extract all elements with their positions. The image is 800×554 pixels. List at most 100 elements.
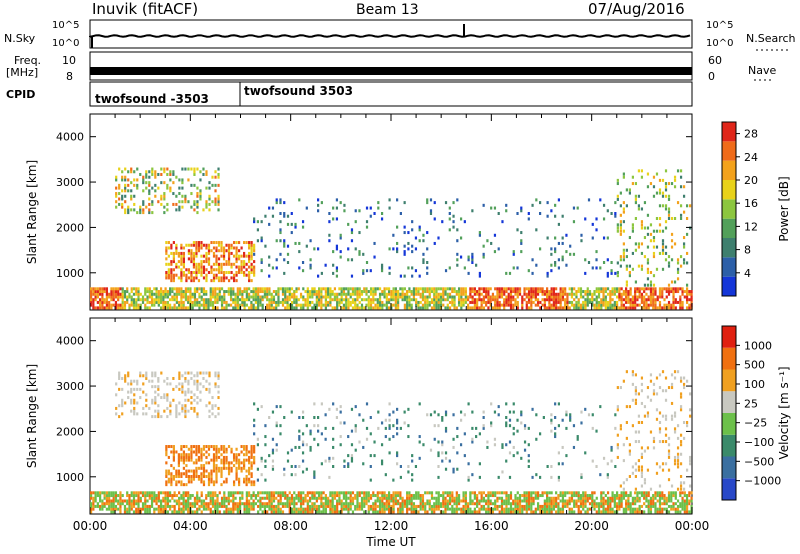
echo-cell: [96, 300, 99, 304]
echo-cell: [250, 262, 253, 266]
echo-cell: [187, 387, 190, 391]
echo-cell: [245, 504, 248, 508]
echo-cell: [676, 300, 680, 304]
echo-cell: [473, 510, 476, 514]
echo-cell: [649, 239, 653, 243]
echo-cell: [611, 287, 614, 291]
echo-cell: [182, 273, 186, 277]
echo-cell: [351, 496, 355, 500]
echo-cell: [264, 459, 267, 463]
echo-cell: [148, 292, 151, 296]
echo-cell: [591, 298, 594, 302]
echo-cell: [600, 303, 603, 307]
echo-cell: [170, 246, 173, 250]
echo-cell: [421, 295, 425, 299]
echo-cell: [655, 172, 659, 176]
echo-cell: [235, 273, 238, 277]
echo-cell: [207, 480, 211, 484]
echo-cell: [318, 292, 321, 296]
echo-cell: [225, 480, 228, 484]
echo-cell: [227, 461, 231, 465]
echo-cell: [264, 465, 267, 468]
echo-cell: [200, 499, 203, 503]
echo-cell: [192, 241, 196, 245]
echo-cell: [302, 306, 305, 310]
echo-cell: [268, 206, 271, 210]
echo-cell: [197, 265, 201, 269]
echo-cell: [539, 504, 542, 508]
echo-cell: [245, 292, 248, 296]
echo-cell: [166, 415, 169, 419]
echo-cell: [304, 300, 307, 304]
echo-cell: [279, 424, 282, 428]
echo-cell: [324, 292, 327, 296]
echo-cell: [487, 300, 490, 304]
echo-cell: [618, 499, 621, 503]
echo-cell: [196, 192, 199, 196]
echo-cell: [171, 306, 174, 310]
echo-cell: [112, 491, 115, 495]
echo-cell: [317, 247, 320, 251]
echo-cell: [600, 491, 603, 495]
echo-cell: [374, 303, 377, 307]
echo-cell: [190, 260, 193, 264]
echo-cell: [212, 262, 216, 266]
echo-cell: [473, 491, 476, 495]
echo-cell: [577, 499, 580, 503]
echo-cell: [500, 295, 504, 299]
echo-cell: [604, 507, 607, 511]
echo-cell: [260, 261, 263, 264]
echo-cell: [406, 292, 409, 296]
echo-cell: [263, 290, 267, 294]
echo-cell: [211, 404, 214, 408]
echo-cell: [328, 475, 331, 479]
echo-cell: [172, 254, 175, 258]
echo-cell: [462, 287, 465, 291]
echo-cell: [331, 496, 334, 500]
echo-cell: [112, 499, 115, 503]
echo-cell: [392, 295, 395, 299]
echo-cell: [137, 303, 140, 307]
echo-cell: [401, 507, 404, 511]
echo-cell: [217, 243, 221, 247]
echo-cell: [177, 251, 180, 255]
power-panel-colorbar-tick-label: 20: [744, 174, 758, 187]
echo-cell: [320, 504, 323, 508]
echo-cell: [550, 209, 553, 213]
echo-cell: [200, 480, 203, 484]
echo-cell: [342, 287, 346, 291]
echo-cell: [195, 472, 198, 476]
echo-cell: [245, 510, 248, 514]
echo-cell: [670, 239, 674, 243]
echo-cell: [264, 478, 267, 482]
echo-cell: [546, 496, 549, 500]
echo-cell: [335, 407, 339, 411]
echo-cell: [324, 494, 327, 498]
echo-cell: [166, 376, 169, 380]
echo-cell: [112, 510, 115, 514]
echo-cell: [489, 491, 492, 495]
echo-cell: [333, 496, 337, 500]
echo-cell: [604, 510, 607, 514]
echo-cell: [205, 273, 208, 277]
echo-cell: [160, 202, 163, 206]
echo-cell: [508, 271, 512, 275]
echo-cell: [507, 295, 510, 299]
echo-cell: [257, 298, 260, 302]
echo-cell: [180, 480, 183, 484]
echo-cell: [193, 504, 197, 508]
echo-cell: [627, 298, 630, 302]
echo-cell: [417, 494, 420, 498]
echo-cell: [378, 300, 382, 304]
echo-cell: [411, 244, 414, 248]
echo-cell: [145, 371, 148, 375]
echo-cell: [469, 292, 472, 296]
echo-cell: [130, 181, 133, 185]
echo-cell: [586, 287, 589, 291]
echo-cell: [595, 266, 598, 270]
echo-cell: [218, 290, 221, 294]
echo-cell: [270, 292, 273, 296]
echo-cell: [175, 404, 178, 408]
echo-cell: [190, 458, 193, 462]
echo-cell: [406, 499, 409, 503]
